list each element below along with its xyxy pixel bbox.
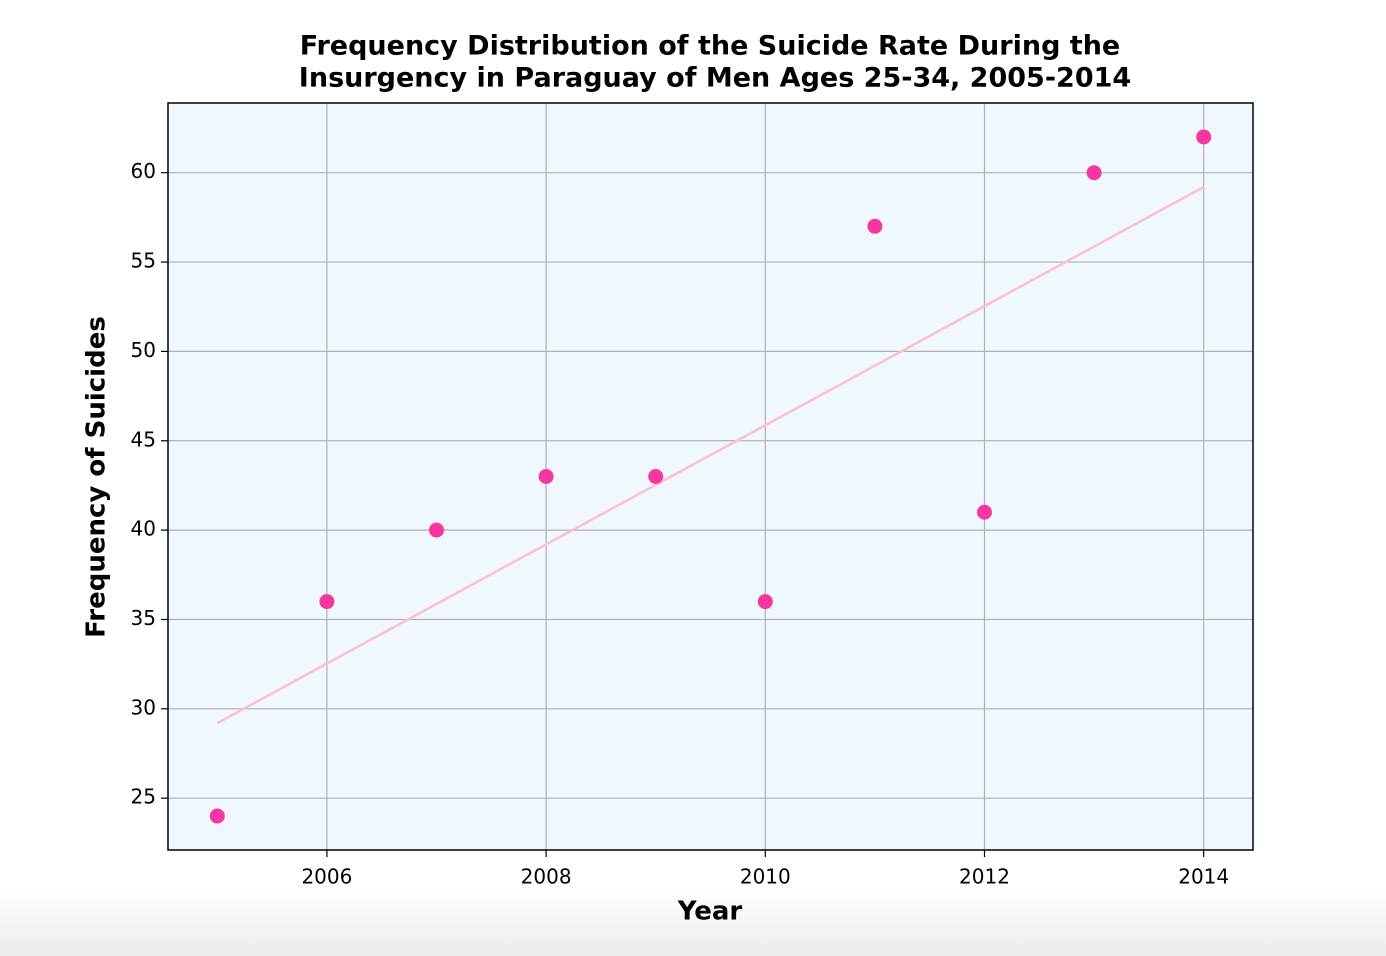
scatter-point bbox=[976, 504, 992, 520]
scatter-point bbox=[867, 218, 883, 234]
y-tick-label: 55 bbox=[131, 249, 156, 273]
trend-line bbox=[216, 185, 1205, 725]
plot-frame bbox=[167, 102, 1254, 851]
x-tick-label: 2010 bbox=[740, 865, 791, 889]
scatter-point bbox=[538, 469, 554, 484]
scatter-point bbox=[429, 522, 445, 538]
scatter-point bbox=[319, 594, 335, 610]
y-tick-label: 25 bbox=[131, 785, 156, 809]
y-tick-label: 45 bbox=[131, 427, 156, 451]
x-axis-label: Year bbox=[677, 897, 743, 927]
scatter-point bbox=[209, 808, 225, 824]
scatter-point bbox=[757, 594, 773, 610]
scatter-point bbox=[1086, 165, 1102, 181]
chart-title: Insurgency in Paraguay of Men Ages 25-34… bbox=[299, 63, 1131, 94]
y-tick-label: 40 bbox=[131, 517, 156, 541]
chart-title: Frequency Distribution of the Suicide Ra… bbox=[300, 31, 1121, 62]
y-tick-label: 50 bbox=[131, 338, 156, 362]
scatter-point bbox=[1196, 129, 1212, 145]
scatter-point bbox=[648, 469, 664, 484]
plot-area bbox=[168, 103, 1253, 850]
y-tick-label: 30 bbox=[131, 695, 156, 719]
bottom-shade bbox=[0, 886, 1386, 956]
x-tick-label: 2006 bbox=[301, 865, 352, 889]
y-tick-label: 35 bbox=[131, 606, 156, 630]
x-tick-label: 2008 bbox=[521, 865, 572, 889]
y-tick-label: 60 bbox=[131, 159, 156, 183]
x-tick-label: 2014 bbox=[1178, 865, 1229, 889]
x-tick-label: 2012 bbox=[959, 865, 1010, 889]
y-axis-label: Frequency of Suicides bbox=[82, 316, 112, 638]
